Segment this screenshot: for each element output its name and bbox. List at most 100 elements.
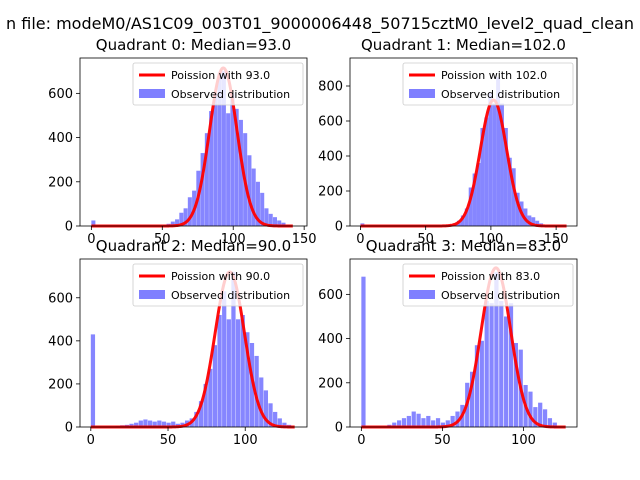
hist-bar <box>260 192 265 226</box>
x-tick-label: 50 <box>160 433 177 448</box>
hist-bar <box>281 222 286 226</box>
hist-bar <box>254 355 259 427</box>
hist-bar <box>515 192 520 226</box>
chart-panel-2: 0 50 100 0 200 400 600 Quadrant 2: Median=90.0 P… <box>48 237 308 448</box>
axes-frame <box>79 57 308 227</box>
hist-bar <box>147 420 153 427</box>
hist-bar <box>494 272 499 427</box>
legend-label-hist: Observed distribution <box>171 289 290 302</box>
hist-bar <box>217 315 222 427</box>
hist-bar <box>251 168 256 226</box>
y-tick-label: 600 <box>318 288 343 303</box>
hist-bar <box>445 420 450 427</box>
y-tick-label: 400 <box>318 150 343 165</box>
chart-title: Quadrant 2: Median=90.0 <box>96 237 291 255</box>
hist-bar <box>179 212 184 226</box>
hist-bar <box>152 421 157 427</box>
axes-frame <box>349 57 578 227</box>
hist-bar <box>507 157 512 226</box>
legend-label-hist: Observed distribution <box>171 88 290 101</box>
x-tick-label: 0 <box>87 232 95 247</box>
hist-bar <box>504 316 509 427</box>
y-tick-label: 800 <box>318 80 343 95</box>
x-tick-label: 0 <box>357 433 365 448</box>
hist-bar <box>273 411 278 427</box>
chart-title: Quadrant 3: Median=83.0 <box>366 237 561 255</box>
legend: Poission with 83.0 Observed distribution <box>402 263 574 307</box>
legend-label-hist: Observed distribution <box>441 88 560 101</box>
axes-frame <box>349 258 578 428</box>
hist-bar <box>157 420 162 427</box>
hist-bar <box>397 420 402 427</box>
legend: Poission with 90.0 Observed distribution <box>132 263 304 307</box>
hist-bar <box>203 383 208 427</box>
legend-label-fit: Poission with 83.0 <box>441 270 540 283</box>
hist-bar <box>143 419 148 427</box>
y-tick-label: 600 <box>48 291 73 306</box>
hist-bar <box>468 187 473 226</box>
hist-bar <box>472 173 477 226</box>
hist-bar <box>508 303 514 427</box>
legend-box <box>402 263 574 307</box>
y-tick-label: 400 <box>318 332 343 347</box>
hist-bar <box>480 128 485 226</box>
hist-bar <box>531 217 536 226</box>
hist-bar <box>435 418 441 427</box>
legend-label-fit: Poission with 93.0 <box>171 69 270 82</box>
hist-bar <box>277 418 282 427</box>
y-tick-label: 0 <box>335 421 343 436</box>
hist-bar <box>226 113 231 226</box>
y-tick-label: 200 <box>318 376 343 391</box>
hist-bar <box>479 340 484 427</box>
hist-bar <box>187 197 192 226</box>
hist-bar <box>222 291 227 427</box>
legend-label-hist: Observed distribution <box>441 289 560 302</box>
hist-bar <box>240 315 245 427</box>
poisson-fit-line <box>359 98 568 228</box>
hist-bar <box>511 168 516 226</box>
x-tick-label: 50 <box>417 232 434 247</box>
hist-bar <box>416 413 421 427</box>
hist-bar <box>194 411 199 427</box>
hist-bar <box>361 276 366 427</box>
chart-panel-0: 0 50 100 150 0 200 400 600 Quadrant 0: Median=93… <box>48 36 316 247</box>
hist-bar <box>513 343 518 427</box>
hist-bar <box>238 119 243 226</box>
hist-bar <box>183 208 188 226</box>
x-tick-label: 100 <box>233 433 258 448</box>
hist-bar <box>263 390 269 427</box>
hist-bar <box>134 422 139 427</box>
hist-bar <box>200 153 205 226</box>
hist-bar <box>230 93 235 226</box>
hist-bar <box>440 422 446 427</box>
y-tick-label: 600 <box>318 115 343 130</box>
hist-bar <box>234 108 239 226</box>
hist-bar <box>552 422 557 427</box>
hist-bar <box>489 303 494 427</box>
legend-box <box>132 62 304 106</box>
hist-bar <box>527 215 532 226</box>
hist-bar <box>198 401 204 427</box>
hist-bar <box>226 319 231 427</box>
hist-bar <box>533 407 538 427</box>
hist-bar <box>474 345 480 427</box>
y-tick-label: 0 <box>65 220 73 235</box>
legend-box <box>402 62 574 106</box>
hist-bar <box>421 418 426 427</box>
y-tick-label: 600 <box>48 87 73 102</box>
y-tick-label: 400 <box>48 334 73 349</box>
hist-bar <box>138 420 143 427</box>
hist-bar <box>129 423 134 427</box>
axes-frame <box>79 258 308 428</box>
legend-patch-swatch <box>409 290 435 299</box>
hist-bar <box>166 422 171 427</box>
hist-bar <box>426 415 431 427</box>
hist-bar <box>401 418 407 427</box>
x-tick-label: 50 <box>434 433 451 448</box>
hist-bar <box>213 93 218 226</box>
hist-bar <box>500 103 504 226</box>
hist-bar <box>255 181 260 226</box>
figure-suptitle: n file: modeM0/AS1C09_003T01_9000006448_… <box>6 14 634 34</box>
y-tick-label: 400 <box>48 131 73 146</box>
